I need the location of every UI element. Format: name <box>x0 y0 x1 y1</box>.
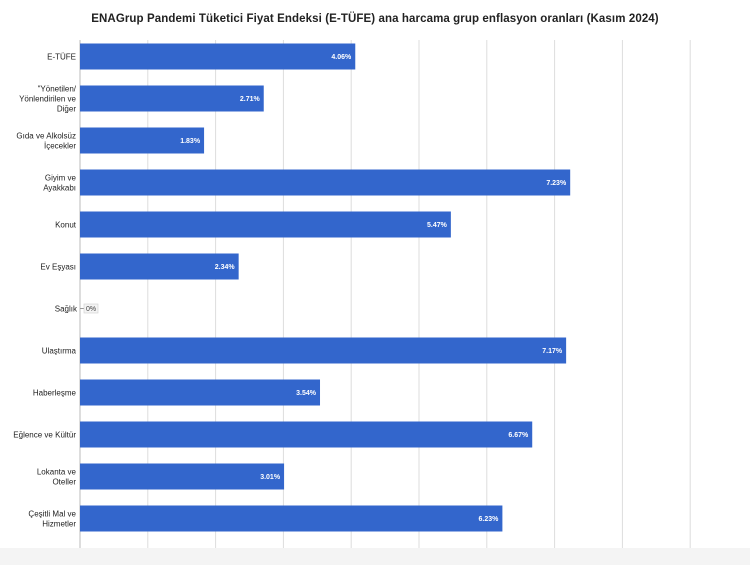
category-label: Lokanta ve Oteller <box>37 468 77 487</box>
bar <box>80 211 451 238</box>
data-label: 3.54% <box>296 390 317 397</box>
category-label: E-TÜFE <box>47 53 76 62</box>
category-label: Çeşitli Mal ve Hizmetler <box>28 510 76 529</box>
bar <box>80 253 239 280</box>
category-label: Sağlık <box>55 305 78 314</box>
data-label: 2.71% <box>240 96 261 103</box>
bar <box>80 421 533 448</box>
data-label: 3.01% <box>260 474 281 481</box>
gridlines <box>79 40 691 548</box>
data-label: 6.67% <box>508 432 529 439</box>
chart-title: ENAGrup Pandemi Tüketici Fiyat Endeksi (… <box>91 13 659 25</box>
category-label: Eğlence ve Kültür <box>13 431 76 440</box>
bar <box>80 505 503 532</box>
bar <box>80 127 205 154</box>
data-label: 4.06% <box>331 54 352 61</box>
bar <box>80 85 264 112</box>
bottom-band <box>0 548 750 565</box>
data-label: 7.17% <box>542 348 563 355</box>
category-label: Gıda ve Alkolsüz İçecekler <box>16 132 76 151</box>
bar <box>80 169 571 196</box>
bars: 4.06% 2.71% 1.83% 7.23% 5.47% 2.34% 0% 7.17% 3.5… <box>80 43 571 532</box>
bar <box>80 379 321 406</box>
category-label: Ev Eşyası <box>40 263 76 272</box>
data-label: 6.23% <box>479 516 500 523</box>
data-label: 5.47% <box>427 222 448 229</box>
category-label: Giyim ve Ayakkabı <box>43 174 76 193</box>
data-label: 2.34% <box>215 264 236 271</box>
data-label: 7.23% <box>546 180 567 187</box>
category-label: Haberleşme <box>33 389 77 398</box>
bar <box>80 43 356 70</box>
category-label: Ulaştırma <box>42 347 77 356</box>
data-label: 0% <box>86 306 96 313</box>
bar <box>80 463 285 490</box>
category-labels: E-TÜFE "Yönetilen/Yönlendirilen ve Diğer Gı… <box>13 53 78 529</box>
bar-chart: 4.06% 2.71% 1.83% 7.23% 5.47% 2.34% 0% 7.17% 3.5… <box>13 40 691 548</box>
category-label: "Yönetilen/Yönlendirilen ve Diğer <box>19 85 77 114</box>
data-label-box <box>83 303 99 314</box>
category-label: Konut <box>55 221 77 230</box>
data-label: 1.83% <box>180 138 201 145</box>
bar <box>80 337 567 364</box>
